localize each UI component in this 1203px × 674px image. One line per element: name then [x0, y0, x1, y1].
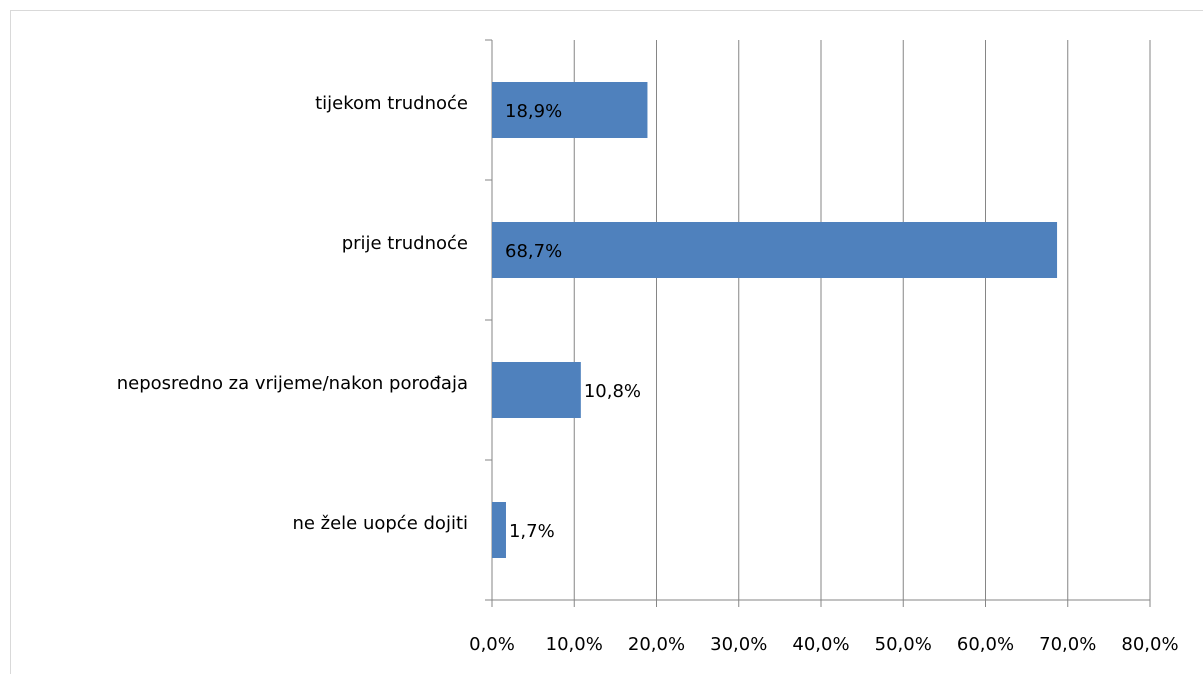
- y-tick-label: tijekom trudnoće: [315, 93, 468, 114]
- bar: [492, 222, 1058, 278]
- bar: [492, 362, 581, 418]
- x-tick-label: 50,0%: [875, 634, 932, 655]
- x-tick-label: 0,0%: [469, 634, 515, 655]
- x-tick-label: 70,0%: [1039, 634, 1096, 655]
- y-tick-label: ne žele uopće dojiti: [292, 513, 468, 534]
- value-label: 18,9%: [505, 101, 562, 122]
- y-tick-label: neposredno za vrijeme/nakon porođaja: [117, 373, 468, 394]
- x-tick-label: 60,0%: [957, 634, 1014, 655]
- x-tick-label: 20,0%: [628, 634, 685, 655]
- y-tick-label: prije trudnoće: [342, 233, 468, 254]
- bar: [492, 82, 648, 138]
- chart-border: [10, 10, 1203, 674]
- value-label: 68,7%: [505, 241, 562, 262]
- value-label: 1,7%: [509, 521, 555, 542]
- x-tick-label: 40,0%: [792, 634, 849, 655]
- x-tick-label: 10,0%: [546, 634, 603, 655]
- x-tick-label: 30,0%: [710, 634, 767, 655]
- value-label: 10,8%: [584, 381, 641, 402]
- bar: [492, 502, 506, 558]
- x-tick-label: 80,0%: [1121, 634, 1178, 655]
